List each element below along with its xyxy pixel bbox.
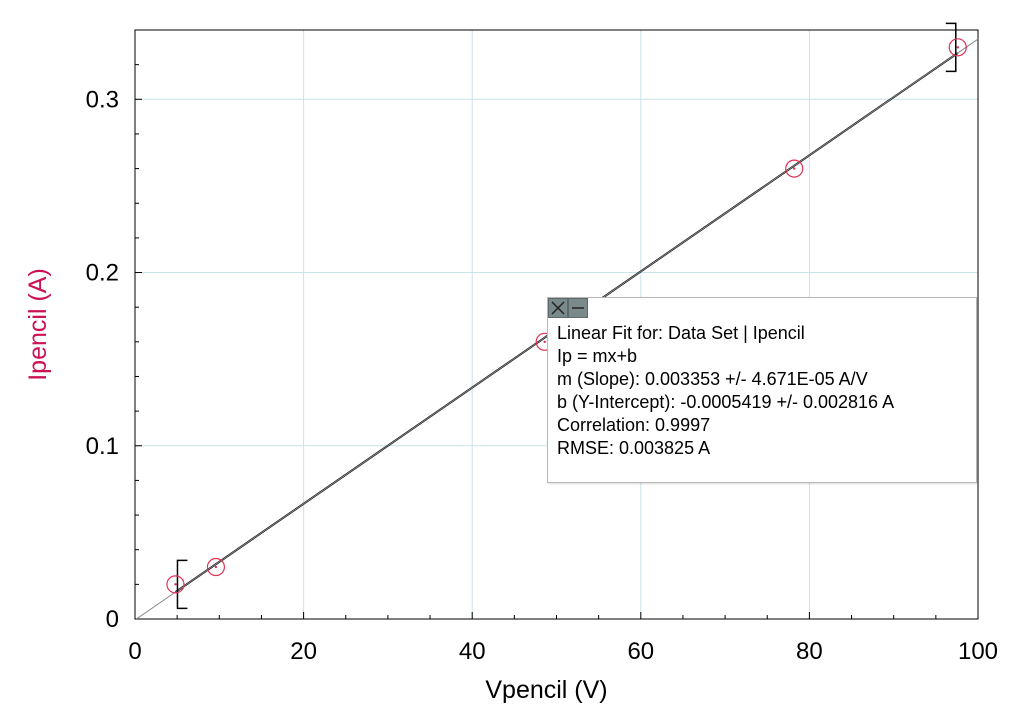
fit-range-brackets[interactable]	[176, 22, 957, 610]
x-tick-labels: 0 20 40 60 80 100	[128, 638, 998, 665]
y-tick-labels: 0 0.1 0.2 0.3	[86, 86, 119, 633]
linear-fit-box[interactable]: Linear Fit for: Data Set | Ipencil Ip = …	[547, 297, 977, 483]
data-point	[166, 575, 185, 594]
fit-equation: Ip = mx+b	[557, 346, 638, 366]
minimize-button[interactable]	[568, 298, 588, 318]
y-tick-label: 0.2	[86, 260, 119, 287]
fit-rmse: RMSE: 0.003825 A	[557, 438, 711, 458]
fit-text: Linear Fit for: Data Set | Ipencil Ip = …	[557, 322, 894, 460]
x-tick-label: 80	[796, 638, 823, 665]
x-tick-label: 20	[290, 638, 317, 665]
y-tick-label: 0	[106, 606, 119, 633]
fit-intercept: b (Y-Intercept): -0.0005419 +/- 0.002816…	[557, 392, 895, 412]
minimize-icon	[572, 307, 584, 309]
close-icon	[551, 301, 565, 315]
fit-range-left-bracket[interactable]	[176, 559, 188, 610]
x-tick-label: 40	[459, 638, 486, 665]
fit-box-buttons	[548, 298, 588, 318]
y-tick-label: 0.1	[86, 433, 119, 460]
data-point	[948, 38, 967, 57]
x-axis-title: Vpencil (V)	[485, 676, 607, 704]
y-axis-title: Ipencil (A)	[24, 268, 52, 381]
fit-slope: m (Slope): 0.003353 +/- 4.671E-05 A/V	[557, 369, 868, 389]
x-tick-label: 0	[128, 638, 141, 665]
x-tick-label: 60	[627, 638, 654, 665]
fit-correlation: Correlation: 0.9997	[557, 415, 711, 435]
y-tick-label: 0.3	[86, 86, 119, 113]
fit-title: Linear Fit for: Data Set | Ipencil	[557, 323, 805, 343]
x-tick-label: 100	[958, 638, 998, 665]
close-button[interactable]	[548, 298, 568, 318]
data-point	[206, 557, 226, 577]
data-point	[785, 159, 804, 178]
plot-frame	[134, 29, 979, 620]
fit-range-right-bracket[interactable]	[945, 22, 957, 73]
